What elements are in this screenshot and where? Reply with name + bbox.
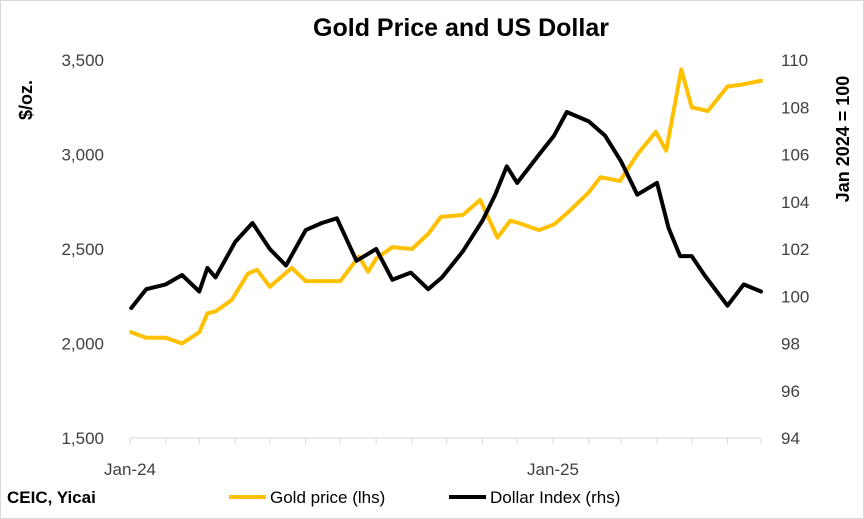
right-tick-label: 100 (781, 287, 809, 306)
x-tick-label: Jan-25 (527, 460, 579, 479)
left-axis: 1,500 2,000 2,500 3,000 3,500 (61, 51, 104, 448)
right-tick-label: 94 (781, 429, 800, 448)
x-axis: Jan-24 Jan-25 (104, 437, 762, 479)
legend-label-dollar: Dollar Index (rhs) (490, 488, 620, 507)
chart-title: Gold Price and US Dollar (313, 14, 609, 42)
right-tick-label: 96 (781, 382, 800, 401)
right-tick-label: 108 (781, 98, 809, 117)
left-axis-label: $/oz. (16, 80, 36, 120)
right-tick-label: 110 (781, 51, 808, 70)
series-line-dollar (129, 110, 763, 311)
left-tick-label: 2,000 (61, 335, 104, 354)
legend-label-gold: Gold price (lhs) (270, 488, 385, 507)
right-tick-label: 106 (781, 146, 809, 165)
left-tick-label: 1,500 (61, 429, 104, 448)
right-tick-label: 102 (781, 240, 809, 259)
left-tick-label: 2,500 (61, 240, 104, 259)
series-layer (129, 67, 763, 346)
right-axis-label: Jan 2024 = 100 (833, 76, 853, 203)
legend: Gold price (lhs) Dollar Index (rhs) (229, 488, 620, 507)
right-tick-label: 98 (781, 335, 800, 354)
series-line-gold (129, 67, 763, 346)
left-tick-label: 3,000 (61, 146, 104, 165)
right-tick-label: 104 (781, 193, 809, 212)
right-axis: 94 96 98 100 102 104 106 108 110 (781, 51, 809, 448)
x-tick-label: Jan-24 (104, 460, 156, 479)
source-note: CEIC, Yicai (7, 488, 96, 507)
left-tick-label: 3,500 (61, 51, 104, 70)
